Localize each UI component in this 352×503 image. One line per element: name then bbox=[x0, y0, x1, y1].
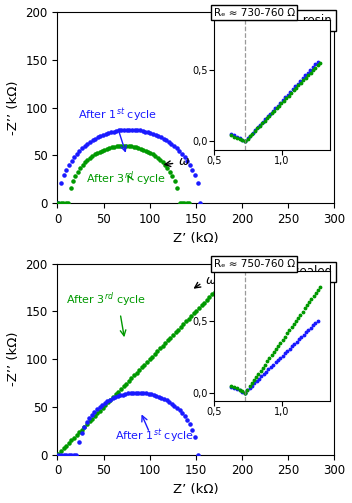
Text: After 3$^{rd}$ cycle: After 3$^{rd}$ cycle bbox=[66, 291, 146, 309]
Text: $\omega$: $\omega$ bbox=[205, 274, 217, 287]
Y-axis label: -Z’’ (kΩ): -Z’’ (kΩ) bbox=[7, 332, 20, 386]
Text: $\omega$: $\omega$ bbox=[178, 155, 190, 167]
X-axis label: Z’ (kΩ): Z’ (kΩ) bbox=[173, 231, 219, 244]
Text: After 1$^{st}$ cycle: After 1$^{st}$ cycle bbox=[115, 428, 194, 445]
Text: After 1$^{st}$ cycle: After 1$^{st}$ cycle bbox=[78, 107, 157, 124]
Text: After 3$^{rd}$ cycle: After 3$^{rd}$ cycle bbox=[87, 169, 167, 188]
Text: Sealed with resin: Sealed with resin bbox=[231, 14, 332, 27]
Y-axis label: -Z’’ (kΩ): -Z’’ (kΩ) bbox=[7, 80, 20, 135]
X-axis label: Z’ (kΩ): Z’ (kΩ) bbox=[173, 483, 219, 496]
Text: Not sealed: Not sealed bbox=[269, 266, 332, 279]
